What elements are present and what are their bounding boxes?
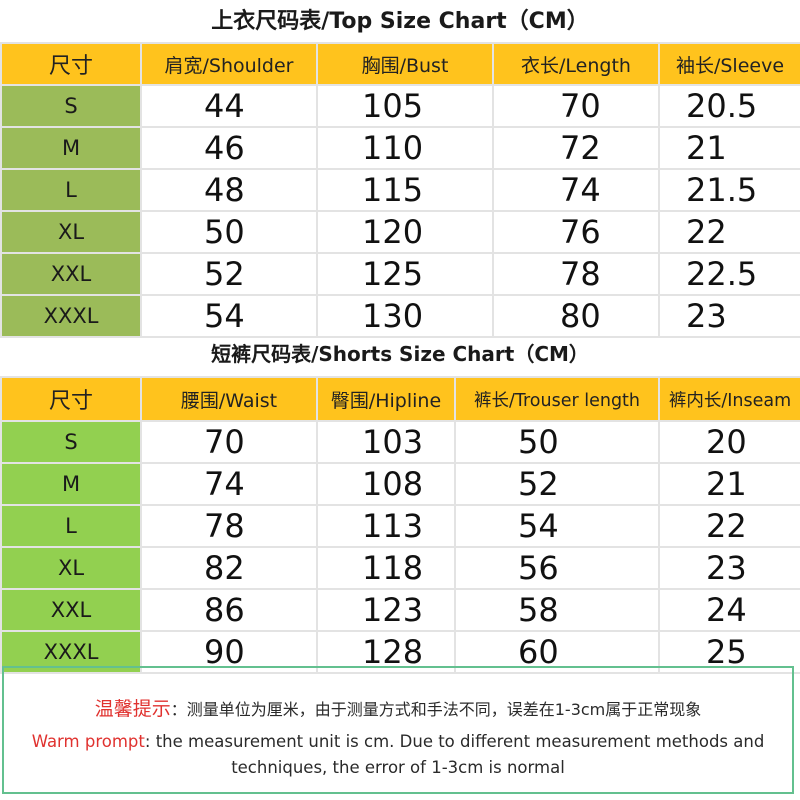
trouser-length-value: 56 bbox=[454, 546, 660, 590]
shoulder-value: 54 bbox=[140, 294, 318, 338]
table-row: XL 50 120 76 22 bbox=[0, 210, 800, 254]
shoulder-value: 46 bbox=[140, 126, 318, 170]
length-value: 80 bbox=[492, 294, 660, 338]
bust-value: 125 bbox=[316, 252, 494, 296]
inseam-value: 22 bbox=[658, 504, 800, 548]
trouser-length-value: 54 bbox=[454, 504, 660, 548]
sleeve-value: 21 bbox=[658, 126, 800, 170]
bust-value: 130 bbox=[316, 294, 494, 338]
trouser-length-value: 58 bbox=[454, 588, 660, 632]
inseam-value: 24 bbox=[658, 588, 800, 632]
sleeve-value: 21.5 bbox=[658, 168, 800, 212]
size-label: S bbox=[0, 420, 142, 464]
size-label: XL bbox=[0, 210, 142, 254]
waist-value: 82 bbox=[140, 546, 318, 590]
top-header-row: 尺寸 肩宽/Shoulder 胸围/Bust 衣长/Length 袖长/Slee… bbox=[0, 42, 800, 86]
shoulder-value: 48 bbox=[140, 168, 318, 212]
hipline-value: 118 bbox=[316, 546, 456, 590]
length-value: 78 bbox=[492, 252, 660, 296]
hipline-value: 123 bbox=[316, 588, 456, 632]
sleeve-value: 22 bbox=[658, 210, 800, 254]
table-row: XXL 86 123 58 24 bbox=[0, 588, 800, 632]
inseam-value: 21 bbox=[658, 462, 800, 506]
table-row: M 46 110 72 21 bbox=[0, 126, 800, 170]
shoulder-value: 50 bbox=[140, 210, 318, 254]
notice-en-line-2: techniques, the error of 1-3cm is normal bbox=[231, 758, 565, 777]
length-value: 74 bbox=[492, 168, 660, 212]
table-row: M 74 108 52 21 bbox=[0, 462, 800, 506]
table-row: XXXL 54 130 80 23 bbox=[0, 294, 800, 338]
size-label: XL bbox=[0, 546, 142, 590]
measurement-notice: 温馨提示：测量单位为厘米，由于测量方式和手法不同，误差在1-3cm属于正常现象 … bbox=[2, 666, 794, 794]
hipline-value: 103 bbox=[316, 420, 456, 464]
notice-en-text: : the measurement unit is cm. Due to dif… bbox=[144, 732, 765, 751]
notice-en-label: Warm prompt bbox=[31, 732, 145, 751]
table-row: L 48 115 74 21.5 bbox=[0, 168, 800, 212]
size-label: L bbox=[0, 504, 142, 548]
bust-value: 120 bbox=[316, 210, 494, 254]
shorts-header-hipline: 臀围/Hipline bbox=[316, 376, 456, 422]
top-size-chart-title: 上衣尺码表/Top Size Chart（CM） bbox=[211, 9, 589, 34]
size-label: XXL bbox=[0, 588, 142, 632]
shorts-header-trouser-length: 裤长/Trouser length bbox=[454, 376, 660, 422]
notice-cn-line: 温馨提示：测量单位为厘米，由于测量方式和手法不同，误差在1-3cm属于正常现象 bbox=[4, 694, 792, 721]
trouser-length-value: 52 bbox=[454, 462, 660, 506]
sleeve-value: 23 bbox=[658, 294, 800, 338]
size-label: L bbox=[0, 168, 142, 212]
table-row: S 44 105 70 20.5 bbox=[0, 84, 800, 128]
size-label: XXL bbox=[0, 252, 142, 296]
inseam-value: 23 bbox=[658, 546, 800, 590]
length-value: 72 bbox=[492, 126, 660, 170]
trouser-length-value: 50 bbox=[454, 420, 660, 464]
bust-value: 115 bbox=[316, 168, 494, 212]
notice-en-line: Warm prompt: the measurement unit is cm.… bbox=[4, 729, 792, 755]
shorts-size-chart-title: 短裤尺码表/Shorts Size Chart（CM） bbox=[211, 342, 589, 366]
bust-value: 110 bbox=[316, 126, 494, 170]
shorts-header-waist: 腰围/Waist bbox=[140, 376, 318, 422]
shoulder-value: 44 bbox=[140, 84, 318, 128]
shorts-header-inseam: 裤内长/Inseam bbox=[658, 376, 800, 422]
waist-value: 78 bbox=[140, 504, 318, 548]
waist-value: 86 bbox=[140, 588, 318, 632]
length-value: 70 bbox=[492, 84, 660, 128]
table-row: XXL 52 125 78 22.5 bbox=[0, 252, 800, 296]
size-label: XXXL bbox=[0, 294, 142, 338]
top-header-shoulder: 肩宽/Shoulder bbox=[140, 42, 318, 86]
hipline-value: 108 bbox=[316, 462, 456, 506]
top-header-bust: 胸围/Bust bbox=[316, 42, 494, 86]
size-label: S bbox=[0, 84, 142, 128]
top-header-sleeve: 袖长/Sleeve bbox=[658, 42, 800, 86]
table-row: S 70 103 50 20 bbox=[0, 420, 800, 464]
notice-cn-label: 温馨提示 bbox=[94, 698, 171, 720]
bust-value: 105 bbox=[316, 84, 494, 128]
shoulder-value: 52 bbox=[140, 252, 318, 296]
shorts-header-size: 尺寸 bbox=[0, 376, 142, 422]
hipline-value: 113 bbox=[316, 504, 456, 548]
top-size-chart: 尺寸 肩宽/Shoulder 胸围/Bust 衣长/Length 袖长/Slee… bbox=[0, 42, 800, 338]
notice-cn-text: ：测量单位为厘米，由于测量方式和手法不同，误差在1-3cm属于正常现象 bbox=[170, 700, 702, 719]
size-label: M bbox=[0, 126, 142, 170]
table-row: L 78 113 54 22 bbox=[0, 504, 800, 548]
table-row: XL 82 118 56 23 bbox=[0, 546, 800, 590]
inseam-value: 20 bbox=[658, 420, 800, 464]
waist-value: 70 bbox=[140, 420, 318, 464]
length-value: 76 bbox=[492, 210, 660, 254]
top-header-size: 尺寸 bbox=[0, 42, 142, 86]
shorts-size-chart: 尺寸 腰围/Waist 臀围/Hipline 裤长/Trouser length… bbox=[0, 376, 800, 674]
waist-value: 74 bbox=[140, 462, 318, 506]
top-header-length: 衣长/Length bbox=[492, 42, 660, 86]
size-label: M bbox=[0, 462, 142, 506]
shorts-header-row: 尺寸 腰围/Waist 臀围/Hipline 裤长/Trouser length… bbox=[0, 376, 800, 422]
sleeve-value: 22.5 bbox=[658, 252, 800, 296]
sleeve-value: 20.5 bbox=[658, 84, 800, 128]
